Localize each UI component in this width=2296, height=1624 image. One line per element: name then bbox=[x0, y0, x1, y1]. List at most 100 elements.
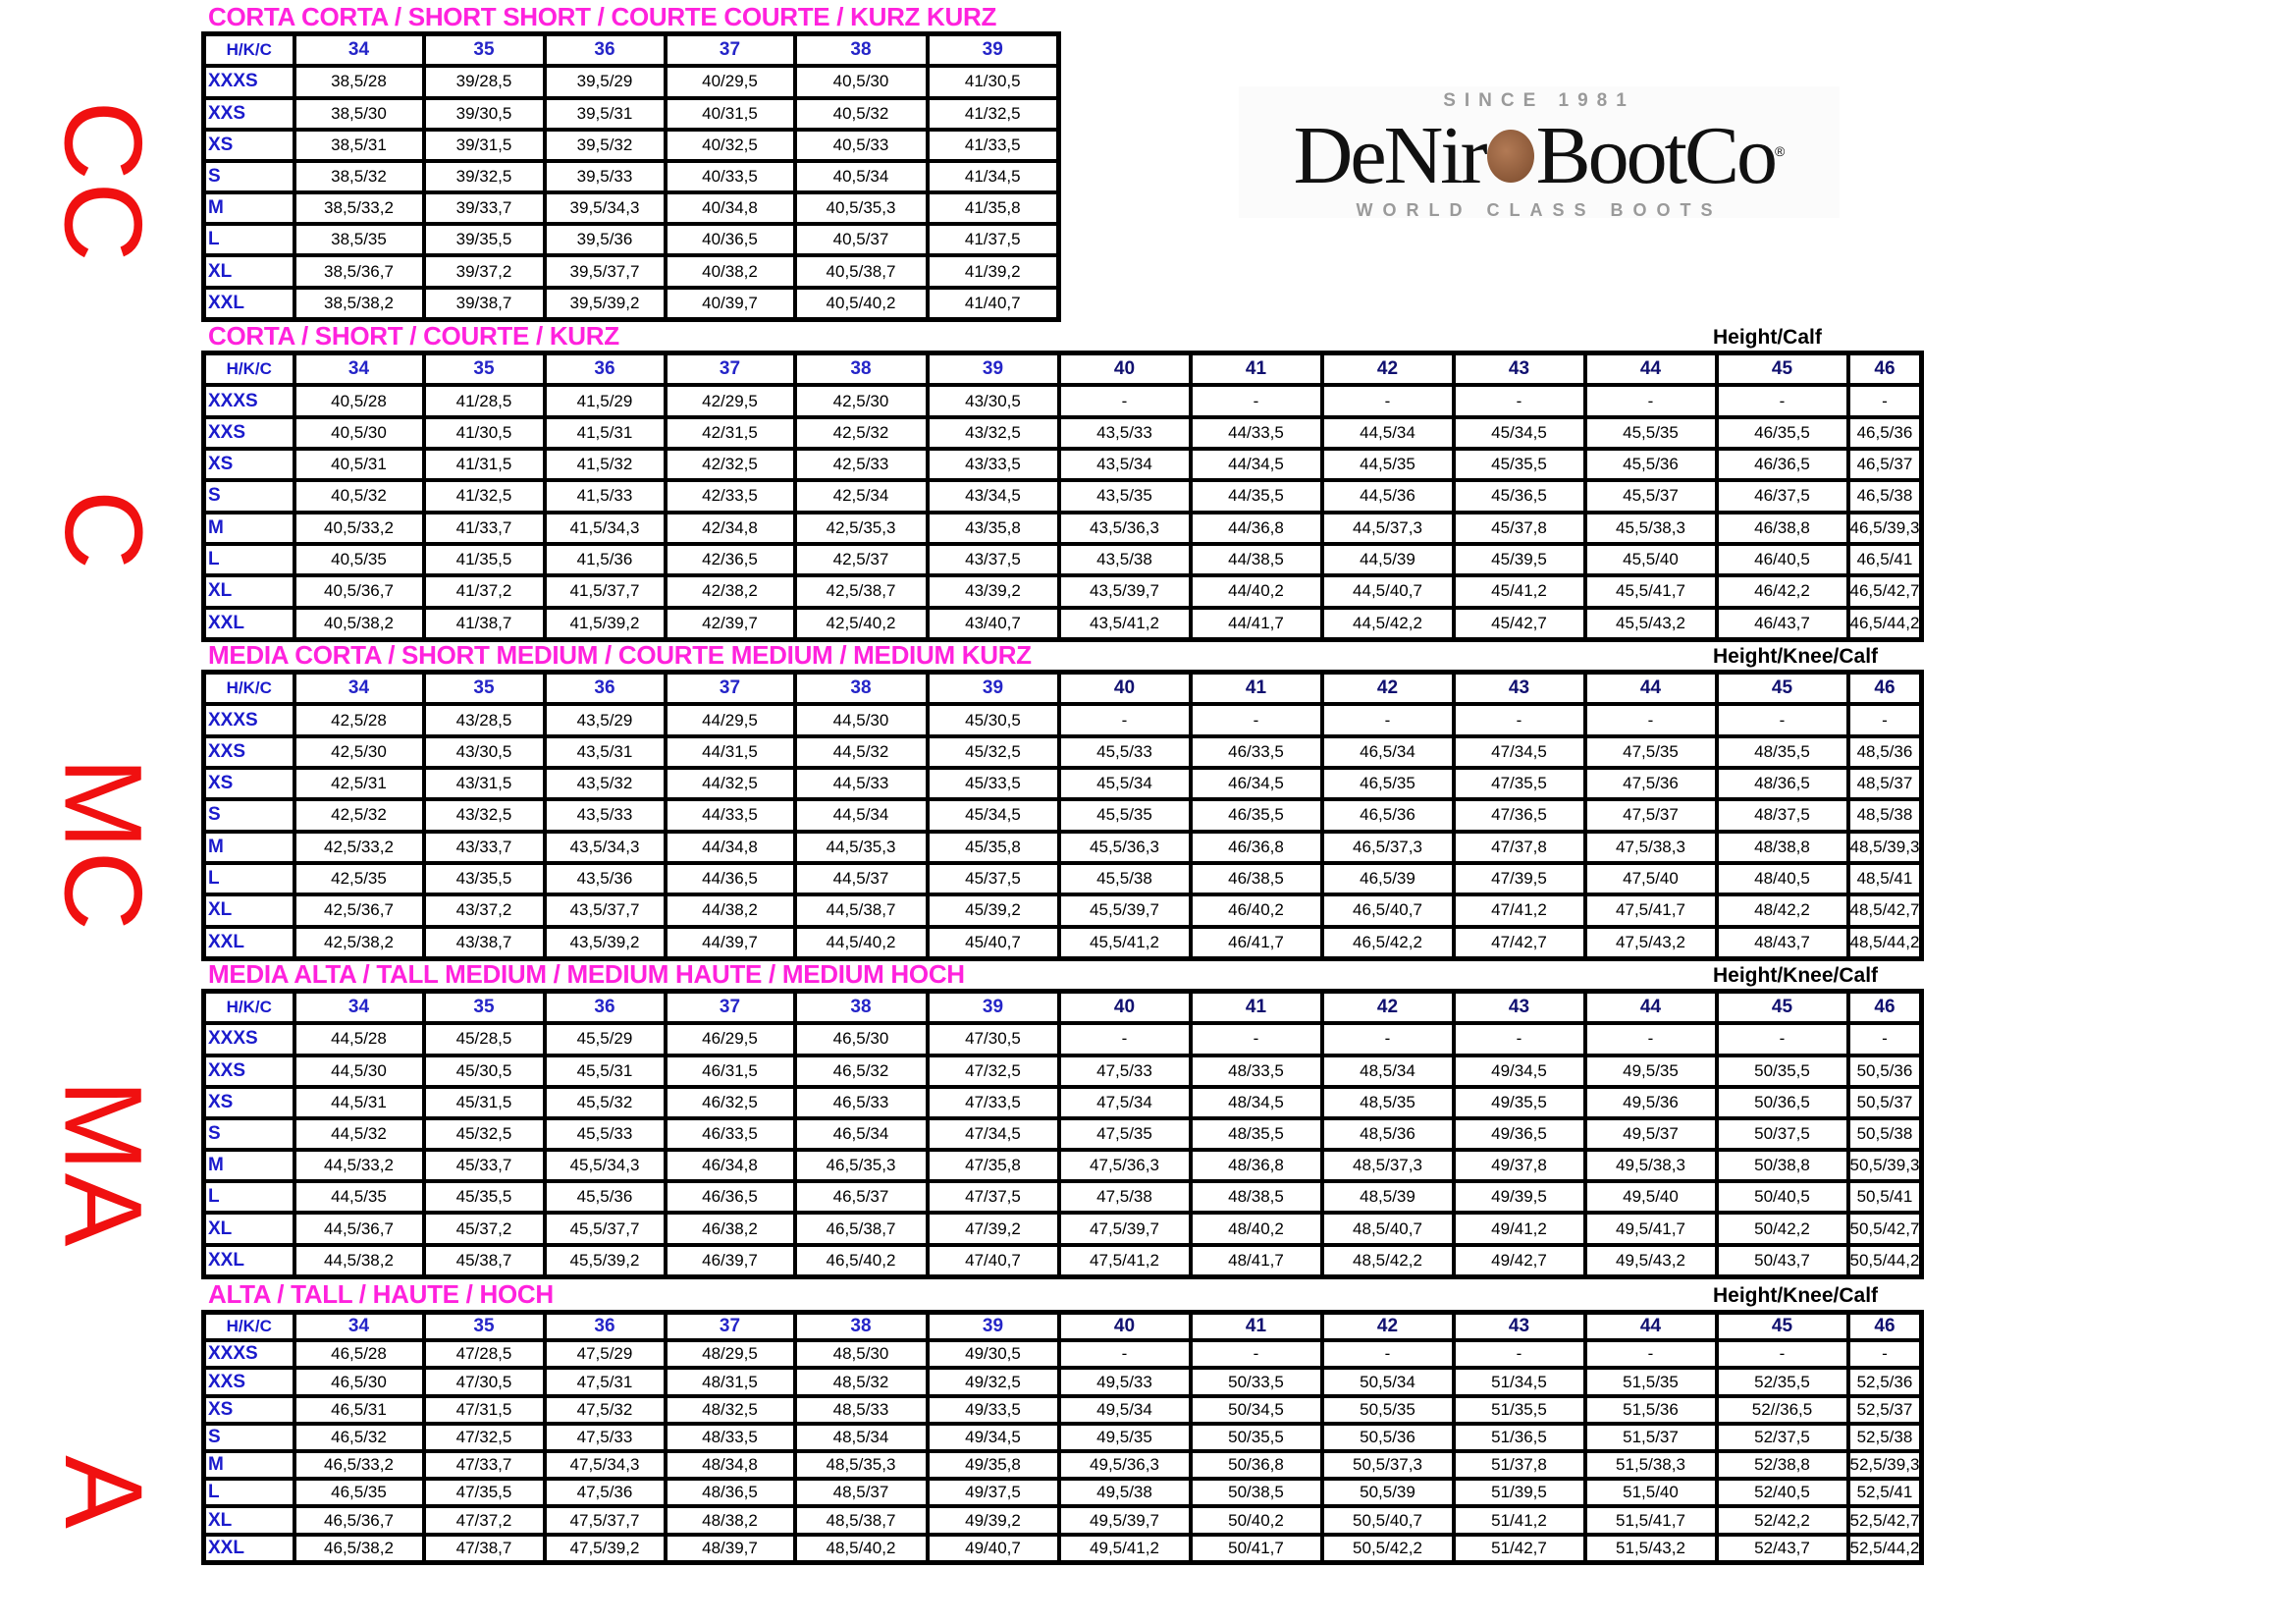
table-cell: 50/36,5 bbox=[1714, 1084, 1850, 1120]
table-cell: - bbox=[1714, 383, 1850, 419]
row-label-size: L bbox=[201, 541, 296, 578]
table-cell: 43,5/36,3 bbox=[1056, 510, 1193, 546]
table-cell: 44/40,2 bbox=[1188, 573, 1324, 610]
column-header-size: 38 bbox=[792, 31, 930, 69]
table-cell: 46/36,8 bbox=[1188, 829, 1324, 865]
row-label-size: XS bbox=[201, 1084, 296, 1120]
table-cell: 44/36,8 bbox=[1188, 510, 1324, 546]
table-cell: 43,5/41,2 bbox=[1056, 605, 1193, 642]
column-header-size: 37 bbox=[663, 1310, 797, 1343]
table-cell: 47,5/36 bbox=[1582, 765, 1719, 802]
table-cell: 45/31,5 bbox=[421, 1084, 547, 1120]
row-label-size: XL bbox=[201, 1504, 296, 1537]
section-code-text: MA bbox=[41, 1079, 165, 1248]
table-cell: - bbox=[1714, 1338, 1850, 1371]
table-cell: 47,5/39,7 bbox=[1056, 1211, 1193, 1247]
table-cell: 46,5/30 bbox=[792, 1021, 930, 1057]
table-cell: 48/38,5 bbox=[1188, 1179, 1324, 1216]
table-cell: 50,5/36 bbox=[1319, 1421, 1456, 1454]
table-cell: 43/32,5 bbox=[421, 797, 547, 834]
table-cell: 45,5/41,2 bbox=[1056, 924, 1193, 961]
table-cell: 48/43,7 bbox=[1714, 924, 1850, 961]
table-cell: 46/32,5 bbox=[663, 1084, 797, 1120]
table-cell: 45/40,7 bbox=[925, 924, 1061, 961]
table-cell: 42,5/33 bbox=[792, 446, 930, 483]
table-cell: 47/36,5 bbox=[1451, 797, 1587, 834]
table-cell: 46,5/41 bbox=[1845, 541, 1924, 578]
table-cell: - bbox=[1188, 383, 1324, 419]
table-cell: 45/37,8 bbox=[1451, 510, 1587, 546]
table-cell: 44/36,5 bbox=[663, 860, 797, 897]
column-header-size: 44 bbox=[1582, 989, 1719, 1026]
table-cell: 49/30,5 bbox=[925, 1338, 1061, 1371]
table-cell: 45,5/32 bbox=[542, 1084, 667, 1120]
table-cell: 46/33,5 bbox=[663, 1115, 797, 1153]
table-cell: 39,5/37,7 bbox=[542, 253, 667, 290]
table-cell: 49/42,7 bbox=[1451, 1242, 1587, 1279]
table-row: M 44,5/33,2 45/33,7 45,5/34,3 46/34,8 46,5/35… bbox=[201, 1148, 1924, 1184]
table-row: XXL 40,5/38,2 41/38,7 41,5/39,2 42/39,7 42,5/… bbox=[201, 605, 1924, 642]
table-cell: 46/35,5 bbox=[1188, 797, 1324, 834]
table-cell: 44,5/39 bbox=[1319, 541, 1456, 578]
corner-label: H/K/C bbox=[201, 670, 296, 707]
column-header-size: 42 bbox=[1319, 989, 1456, 1026]
table-cell: 41/37,2 bbox=[421, 573, 547, 610]
column-header-size: 44 bbox=[1582, 1310, 1719, 1343]
table-cell: - bbox=[1056, 702, 1193, 738]
table-cell: 45,5/36 bbox=[1582, 446, 1719, 483]
table-cell: 39,5/39,2 bbox=[542, 285, 667, 322]
table-cell: 43/39,2 bbox=[925, 573, 1061, 610]
table-cell: 43/33,7 bbox=[421, 829, 547, 865]
table-row: XS 46,5/31 47/31,5 47,5/32 48/32,5 48,5/33 49/… bbox=[201, 1393, 1924, 1426]
table-cell: 45/32,5 bbox=[925, 733, 1061, 771]
table-cell: 49,5/35 bbox=[1056, 1421, 1193, 1454]
table-cell: 46/34,5 bbox=[1188, 765, 1324, 802]
table-cell: 45/30,5 bbox=[421, 1053, 547, 1089]
column-header-size: 42 bbox=[1319, 1310, 1456, 1343]
row-label-size: L bbox=[201, 860, 296, 897]
table-cell: 43,5/35 bbox=[1056, 478, 1193, 514]
table-cell: 42,5/40,2 bbox=[792, 605, 930, 642]
row-label-size: XXXS bbox=[201, 702, 296, 738]
table-cell: 48,5/33 bbox=[792, 1393, 930, 1426]
table-cell: 46,5/36 bbox=[1319, 797, 1456, 834]
table-cell: 42/38,2 bbox=[663, 573, 797, 610]
column-header-size: 46 bbox=[1845, 670, 1924, 707]
table-cell: 47/34,5 bbox=[1451, 733, 1587, 771]
table-cell: 47/31,5 bbox=[421, 1393, 547, 1426]
table-row: XXXS 46,5/28 47/28,5 47,5/29 48/29,5 48,5/30 4… bbox=[201, 1338, 1924, 1371]
table-cell: 44,5/35 bbox=[292, 1179, 426, 1216]
table-cell: 44/32,5 bbox=[663, 765, 797, 802]
table-cell: 48,5/34 bbox=[792, 1421, 930, 1454]
table-cell: 46,5/34 bbox=[1319, 733, 1456, 771]
table-cell: 45,5/33 bbox=[542, 1115, 667, 1153]
table-cell: 52/38,8 bbox=[1714, 1449, 1850, 1482]
table-row: XS 44,5/31 45/31,5 45,5/32 46/32,5 46,5/33 47/… bbox=[201, 1084, 1924, 1120]
column-header-size: 43 bbox=[1451, 1310, 1587, 1343]
table-cell: 46,5/33,2 bbox=[292, 1449, 426, 1482]
table-cell: 44/33,5 bbox=[663, 797, 797, 834]
table-cell: 50/36,8 bbox=[1188, 1449, 1324, 1482]
table-cell: 48,5/34 bbox=[1319, 1053, 1456, 1089]
table-cell: 46/37,5 bbox=[1714, 478, 1850, 514]
table-row: M 40,5/33,2 41/33,7 41,5/34,3 42/34,8 42,5/35… bbox=[201, 510, 1924, 546]
table-cell: 38,5/31 bbox=[292, 127, 426, 163]
table-cell: 49,5/36,3 bbox=[1056, 1449, 1193, 1482]
table-cell: 45,5/31 bbox=[542, 1053, 667, 1089]
table-cell: - bbox=[1319, 383, 1456, 419]
table-row: XXXS 44,5/28 45/28,5 45,5/29 46/29,5 46,5/30 4… bbox=[201, 1021, 1924, 1057]
table-cell: 39,5/36 bbox=[542, 222, 667, 258]
row-label-size: L bbox=[201, 1179, 296, 1216]
column-header-size: 39 bbox=[925, 670, 1061, 707]
table-cell: 51/41,2 bbox=[1451, 1504, 1587, 1537]
table-cell: 51,5/43,2 bbox=[1582, 1532, 1719, 1565]
table-cell: 45,5/39,2 bbox=[542, 1242, 667, 1279]
table-cell: 48/42,2 bbox=[1714, 893, 1850, 929]
table-cell: 45/32,5 bbox=[421, 1115, 547, 1153]
table-cell: 41,5/37,7 bbox=[542, 573, 667, 610]
table-cell: 46/40,2 bbox=[1188, 893, 1324, 929]
table-cell: 49,5/34 bbox=[1056, 1393, 1193, 1426]
table-cell: 39,5/33 bbox=[542, 158, 667, 195]
row-label-size: M bbox=[201, 1148, 296, 1184]
table-cell: 50/42,2 bbox=[1714, 1211, 1850, 1247]
